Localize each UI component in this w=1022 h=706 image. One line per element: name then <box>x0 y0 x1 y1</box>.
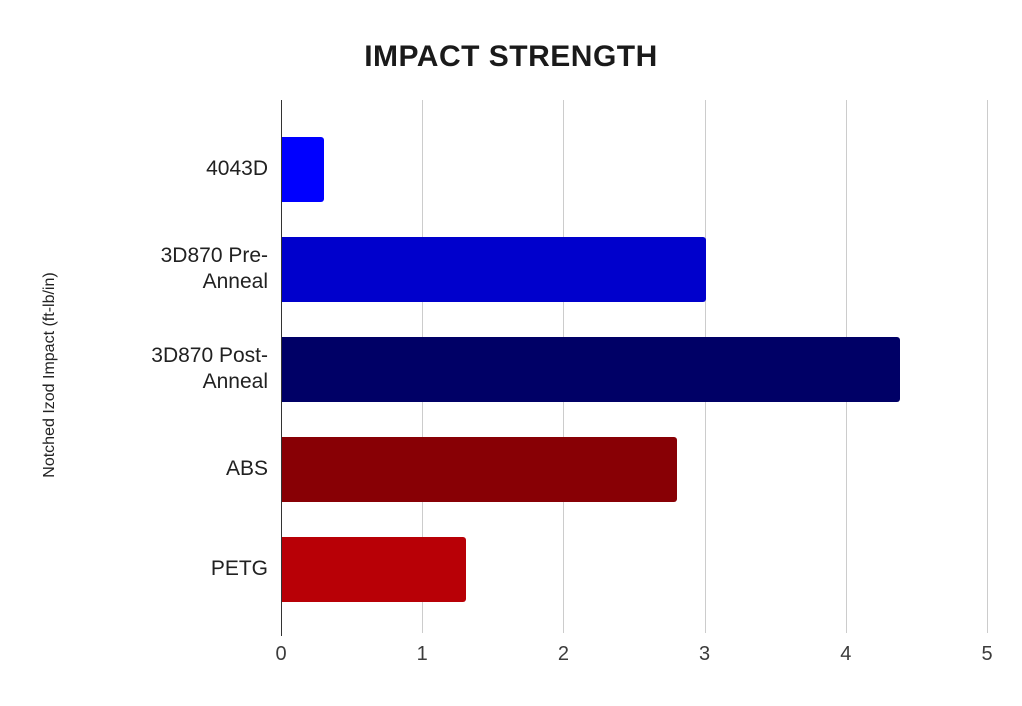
x-tick-label-1: 1 <box>416 643 428 665</box>
x-tick-label-4: 4 <box>840 643 852 665</box>
category-label-4043d: 4043D <box>206 157 268 180</box>
y-axis-line <box>281 100 282 636</box>
bar-abs <box>282 436 678 502</box>
category-label-3d870-pre-anneal: 3D870 Pre-Anneal <box>160 244 268 293</box>
category-label-3d870-post-anneal: 3D870 Post-Anneal <box>151 344 268 393</box>
gridline-x-5 <box>987 100 988 633</box>
chart-title: IMPACT STRENGTH <box>364 40 658 73</box>
bar-petg <box>282 536 466 602</box>
plot-area <box>281 100 988 636</box>
x-tick-label-3: 3 <box>699 643 711 665</box>
category-label-petg: PETG <box>210 557 268 580</box>
category-label-abs: ABS <box>225 457 268 480</box>
y-axis-title: Notched Izod Impact (ft-lb/in) <box>41 272 58 478</box>
bar-4043d <box>282 136 325 202</box>
bar-3d870-post-anneal <box>282 336 901 402</box>
bar-3d870-pre-anneal <box>282 236 706 302</box>
x-tick-label-0: 0 <box>275 643 287 665</box>
x-tick-label-5: 5 <box>981 643 993 665</box>
x-tick-label-2: 2 <box>557 643 569 665</box>
